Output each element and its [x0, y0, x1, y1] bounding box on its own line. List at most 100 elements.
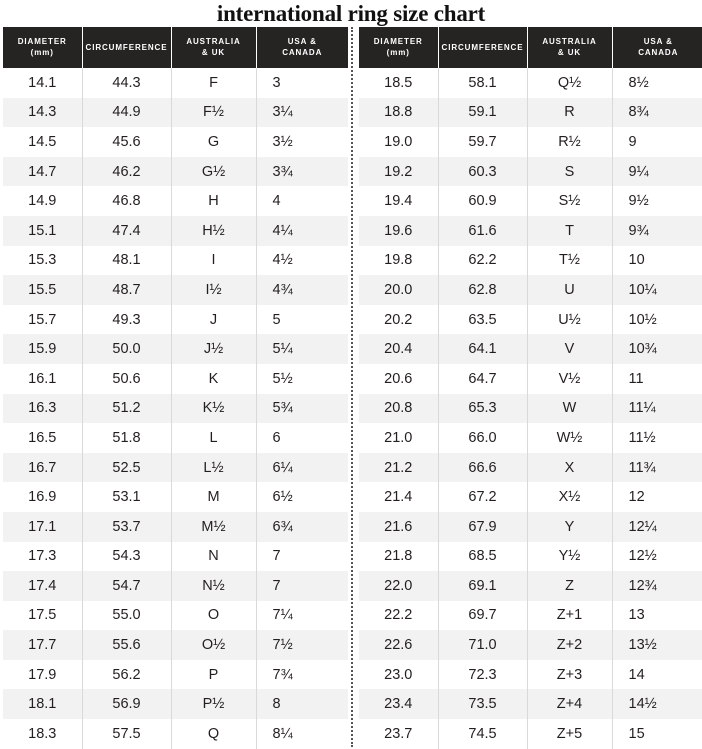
- table-header-right: DIAMETER (mm) CIRCUMFERENCE AUSTRALIA & …: [359, 27, 702, 68]
- page-title: international ring size chart: [0, 0, 702, 27]
- cell-australia-uk: O: [171, 601, 256, 631]
- cell-diameter: 18.3: [3, 719, 82, 749]
- cell-usa-canada: 11: [612, 364, 702, 394]
- cell-circumference: 69.7: [438, 601, 527, 631]
- cell-diameter: 17.3: [3, 542, 82, 572]
- cell-diameter: 19.8: [359, 246, 438, 276]
- cell-usa-canada: 8: [256, 689, 348, 719]
- cell-diameter: 16.3: [3, 394, 82, 424]
- ring-size-table-right-block: DIAMETER (mm) CIRCUMFERENCE AUSTRALIA & …: [359, 27, 702, 749]
- cell-diameter: 18.8: [359, 98, 438, 128]
- cell-usa-canada: 11½: [612, 423, 702, 453]
- cell-australia-uk: Q: [171, 719, 256, 749]
- cell-australia-uk: F½: [171, 98, 256, 128]
- cell-australia-uk: R: [527, 98, 612, 128]
- cell-circumference: 60.3: [438, 157, 527, 187]
- cell-diameter: 17.5: [3, 601, 82, 631]
- cell-diameter: 14.1: [3, 68, 82, 98]
- cell-usa-canada: 4¾: [256, 275, 348, 305]
- cell-usa-canada: 4½: [256, 246, 348, 276]
- cell-usa-canada: 12: [612, 482, 702, 512]
- column-header-circumference-label: CIRCUMFERENCE: [86, 43, 168, 52]
- cell-diameter: 20.8: [359, 394, 438, 424]
- cell-usa-canada: 12¾: [612, 571, 702, 601]
- column-header-diameter: DIAMETER (mm): [359, 27, 438, 68]
- cell-australia-uk: G: [171, 127, 256, 157]
- column-header-australia-uk-line2: & UK: [174, 47, 254, 58]
- cell-circumference: 64.1: [438, 334, 527, 364]
- column-header-circumference: CIRCUMFERENCE: [438, 27, 527, 68]
- cell-circumference: 53.7: [82, 512, 171, 542]
- cell-australia-uk: U½: [527, 305, 612, 335]
- cell-diameter: 17.7: [3, 630, 82, 660]
- cell-diameter: 22.6: [359, 630, 438, 660]
- cell-australia-uk: X: [527, 453, 612, 483]
- ring-size-table-left: DIAMETER (mm) CIRCUMFERENCE AUSTRALIA & …: [3, 27, 348, 749]
- cell-diameter: 20.6: [359, 364, 438, 394]
- cell-circumference: 59.7: [438, 127, 527, 157]
- cell-australia-uk: I½: [171, 275, 256, 305]
- cell-usa-canada: 10¼: [612, 275, 702, 305]
- cell-australia-uk: K½: [171, 394, 256, 424]
- cell-circumference: 47.4: [82, 216, 171, 246]
- cell-diameter: 23.7: [359, 719, 438, 749]
- cell-usa-canada: 8¾: [612, 98, 702, 128]
- cell-australia-uk: M½: [171, 512, 256, 542]
- cell-australia-uk: Q½: [527, 68, 612, 98]
- cell-circumference: 58.1: [438, 68, 527, 98]
- cell-diameter: 21.6: [359, 512, 438, 542]
- cell-circumference: 74.5: [438, 719, 527, 749]
- cell-usa-canada: 7: [256, 542, 348, 572]
- cell-diameter: 15.9: [3, 334, 82, 364]
- cell-australia-uk: T½: [527, 246, 612, 276]
- cell-circumference: 66.0: [438, 423, 527, 453]
- cell-circumference: 45.6: [82, 127, 171, 157]
- cell-australia-uk: W½: [527, 423, 612, 453]
- cell-circumference: 50.0: [82, 334, 171, 364]
- cell-australia-uk: Z+1: [527, 601, 612, 631]
- cell-circumference: 44.9: [82, 98, 171, 128]
- cell-circumference: 60.9: [438, 186, 527, 216]
- column-header-diameter: DIAMETER (mm): [3, 27, 82, 68]
- column-header-usa-canada: USA & CANADA: [612, 27, 702, 68]
- cell-circumference: 49.3: [82, 305, 171, 335]
- cell-australia-uk: R½: [527, 127, 612, 157]
- cell-australia-uk: P: [171, 660, 256, 690]
- cell-usa-canada: 6¾: [256, 512, 348, 542]
- cell-australia-uk: T: [527, 216, 612, 246]
- cell-diameter: 18.1: [3, 689, 82, 719]
- cell-usa-canada: 9¼: [612, 157, 702, 187]
- cell-diameter: 14.7: [3, 157, 82, 187]
- cell-australia-uk: S: [527, 157, 612, 187]
- cell-circumference: 55.0: [82, 601, 171, 631]
- cell-usa-canada: 11¾: [612, 453, 702, 483]
- cell-diameter: 17.4: [3, 571, 82, 601]
- cell-diameter: 16.5: [3, 423, 82, 453]
- column-header-australia-uk-line2: & UK: [530, 47, 610, 58]
- cell-circumference: 61.6: [438, 216, 527, 246]
- cell-usa-canada: 13: [612, 601, 702, 631]
- cell-australia-uk: Y: [527, 512, 612, 542]
- cell-circumference: 72.3: [438, 660, 527, 690]
- cell-australia-uk: J½: [171, 334, 256, 364]
- column-header-usa-canada-line2: CANADA: [259, 47, 347, 58]
- cell-australia-uk: P½: [171, 689, 256, 719]
